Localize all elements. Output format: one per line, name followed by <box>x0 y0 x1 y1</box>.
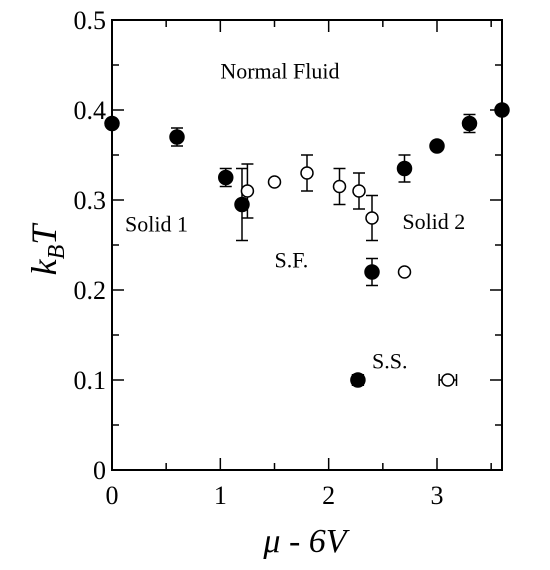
plot-layer <box>111 19 503 471</box>
data-point-open <box>267 175 282 189</box>
data-point-open <box>365 211 379 225</box>
region-label: Solid 2 <box>402 209 465 234</box>
data-point-filled <box>494 102 510 118</box>
region-label: Solid 1 <box>125 212 188 237</box>
data-point-open <box>332 179 347 194</box>
x-tick-label: 3 <box>431 481 444 510</box>
points-layer <box>104 102 510 388</box>
data-point-filled <box>364 264 380 280</box>
region-label: Normal Fluid <box>220 59 339 84</box>
data-point-filled <box>429 138 445 154</box>
plot-frame <box>111 19 503 471</box>
data-point-open <box>240 184 255 198</box>
x-tick-label: 2 <box>322 481 335 510</box>
y-tick-label: 0 <box>93 456 106 485</box>
x-tick-label: 1 <box>214 481 227 510</box>
y-tick-label: 0.2 <box>74 276 107 305</box>
data-point-open <box>397 265 412 279</box>
data-point-filled <box>218 169 234 186</box>
y-tick-label: 0.1 <box>74 366 107 395</box>
data-point-filled <box>396 160 413 177</box>
data-point-filled <box>350 372 366 388</box>
y-axis-title-sub: B <box>44 244 70 259</box>
region-label: S.F. <box>275 248 309 273</box>
region-label: S.S. <box>372 348 407 373</box>
annotations-layer: Normal Fluid Solid 1 Solid 2 S.F. S.S. <box>125 59 465 374</box>
y-axis-title-main: k <box>24 258 64 275</box>
data-point-filled <box>234 196 250 213</box>
ticks-layer: 0 1 2 3 0 0.1 0.2 0.3 0.4 0.5 <box>74 6 502 510</box>
x-axis-title: μ - 6V <box>262 523 350 560</box>
y-tick-label: 0.3 <box>74 186 107 215</box>
y-axis-title: kBT <box>24 222 70 276</box>
data-point-filled <box>104 115 120 132</box>
y-tick-label: 0.5 <box>74 6 107 35</box>
data-point-open <box>352 184 366 198</box>
y-tick-label: 0.4 <box>74 96 107 125</box>
data-point-open <box>300 166 314 180</box>
data-point-open <box>441 373 455 387</box>
data-point-filled <box>169 129 185 145</box>
y-axis-title-tail: T <box>24 222 64 245</box>
data-point-filled <box>461 115 478 132</box>
x-tick-label: 0 <box>106 481 119 510</box>
